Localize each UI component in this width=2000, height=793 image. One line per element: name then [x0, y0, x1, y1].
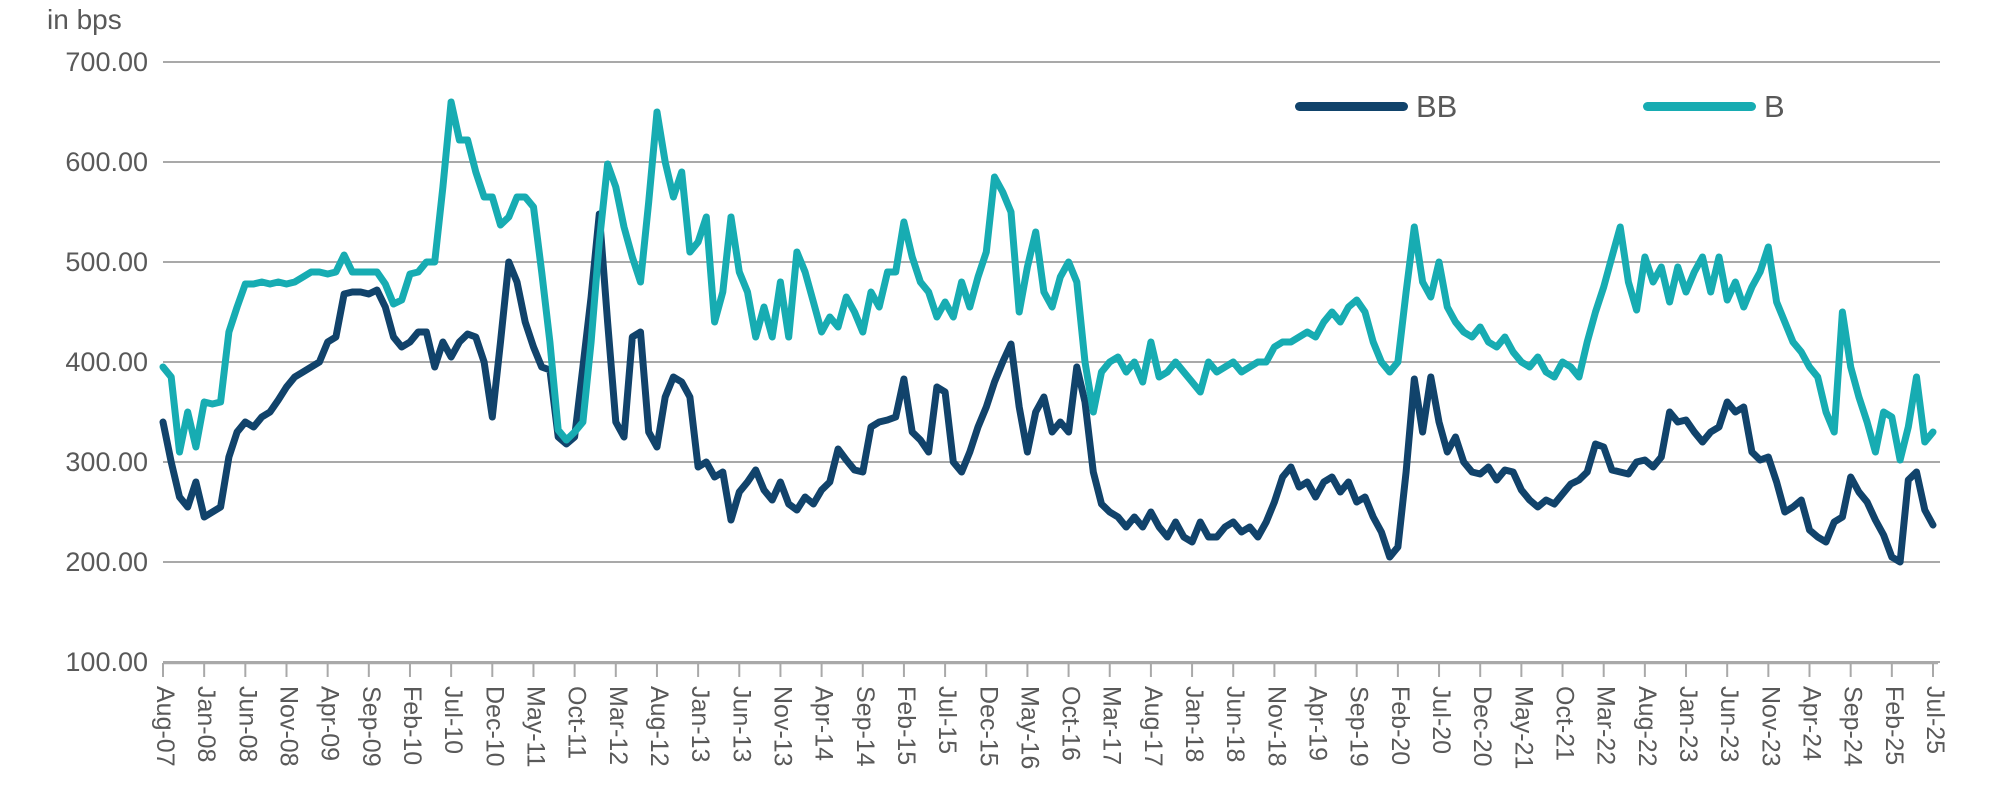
x-tick-label: May-21 — [1509, 686, 1537, 769]
y-tick-label: 400.00 — [65, 347, 148, 377]
x-tick-label: Nov-23 — [1756, 686, 1784, 767]
x-tick-label: Feb-15 — [892, 686, 920, 765]
x-tick-label: Aug-12 — [645, 686, 673, 767]
series-line-b — [159, 98, 1937, 464]
x-tick-label: Feb-20 — [1386, 686, 1414, 765]
y-tick-label: 300.00 — [65, 447, 148, 477]
chart-title: in bps — [47, 4, 122, 35]
x-tick-label: Mar-22 — [1592, 686, 1620, 765]
x-tick-label: Oct-21 — [1551, 686, 1579, 761]
x-tick-label: Apr-19 — [1304, 686, 1332, 761]
x-tick-label: Apr-24 — [1798, 686, 1826, 761]
x-tick-label: Mar-12 — [604, 686, 632, 765]
x-tick-label: Aug-07 — [151, 686, 179, 767]
x-tick-label: Jun-13 — [727, 686, 755, 762]
x-tick-label: Nov-08 — [274, 686, 302, 767]
x-tick-label: Nov-13 — [768, 686, 796, 767]
x-tick-label: Jan-08 — [192, 686, 220, 762]
x-tick-label: May-16 — [1015, 686, 1043, 769]
x-tick-label: Jul-25 — [1921, 686, 1949, 754]
x-tick-label: Sep-14 — [851, 686, 879, 767]
x-tick-label: Apr-14 — [810, 686, 838, 761]
x-tick-label: Jul-15 — [933, 686, 961, 754]
x-tick-label: Sep-09 — [357, 686, 385, 767]
x-tick-label: Dec-20 — [1468, 686, 1496, 767]
x-tick-label: Dec-10 — [480, 686, 508, 767]
x-tick-label: Aug-17 — [1139, 686, 1167, 767]
x-tick-label: May-11 — [521, 686, 549, 768]
y-tick-label: 700.00 — [65, 47, 148, 77]
x-tick-label: Dec-15 — [974, 686, 1002, 767]
x-tick-label: Oct-11 — [563, 686, 591, 759]
x-tick-label: Feb-25 — [1880, 686, 1908, 765]
y-tick-label: 600.00 — [65, 147, 148, 177]
x-tick-label: Mar-17 — [1098, 686, 1126, 765]
x-tick-label: Jul-10 — [439, 686, 467, 754]
x-tick-label: Jun-08 — [233, 686, 261, 762]
x-tick-label: Sep-19 — [1345, 686, 1373, 767]
x-tick-label: Jan-18 — [1180, 686, 1208, 762]
y-tick-label: 500.00 — [65, 247, 148, 277]
x-tick-label: Nov-18 — [1262, 686, 1290, 767]
x-tick-label: Feb-10 — [398, 686, 426, 765]
x-tick-label: Apr-09 — [316, 686, 344, 761]
x-tick-label: Jul-20 — [1427, 686, 1455, 754]
x-tick-label: Jan-23 — [1674, 686, 1702, 762]
y-tick-label: 200.00 — [65, 547, 148, 577]
x-tick-label: Aug-22 — [1633, 686, 1661, 767]
x-tick-label: Jun-18 — [1221, 686, 1249, 762]
series-line-bb — [159, 210, 1937, 566]
x-tick-label: Jan-13 — [686, 686, 714, 762]
x-tick-label: Jun-23 — [1715, 686, 1743, 762]
x-tick-label: Oct-16 — [1057, 686, 1085, 761]
y-tick-label: 100.00 — [65, 647, 148, 677]
x-tick-label: Sep-24 — [1839, 686, 1867, 767]
